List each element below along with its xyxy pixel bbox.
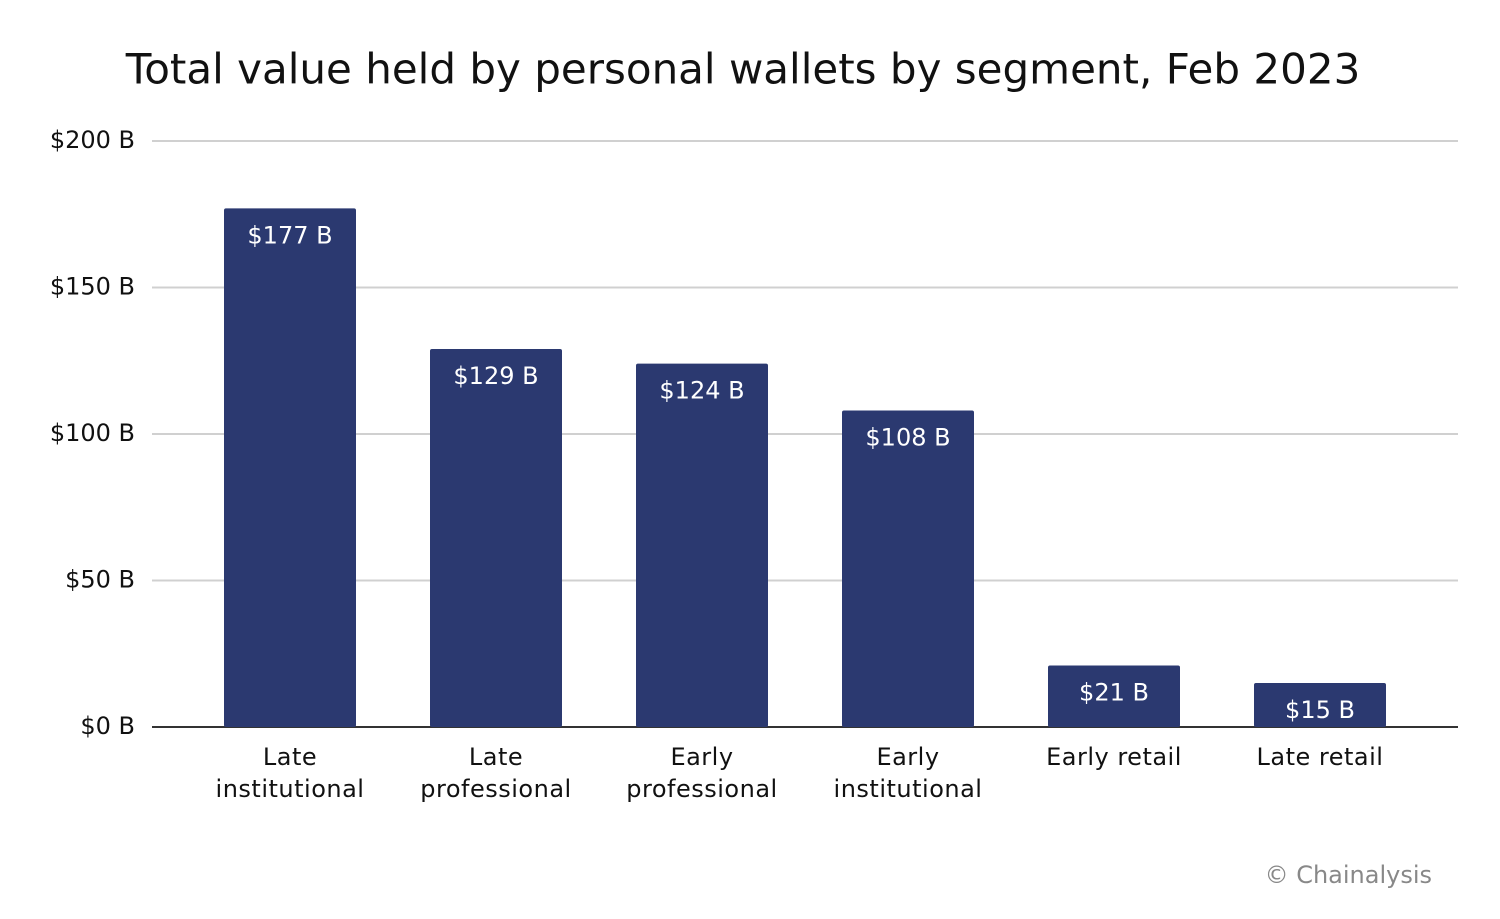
- value-label: $124 B: [659, 377, 744, 405]
- y-tick-label: $100 B: [50, 419, 135, 447]
- value-label: $15 B: [1285, 696, 1355, 724]
- chart-title: Total value held by personal wallets by …: [125, 45, 1361, 94]
- x-tick-label: Early retail: [1046, 743, 1182, 771]
- bar: [1254, 683, 1386, 727]
- x-tick-label: Early professional: [626, 743, 778, 803]
- value-label: $21 B: [1079, 678, 1149, 706]
- bar: [842, 410, 974, 727]
- credit: © Chainalysis: [1265, 861, 1432, 889]
- bar: [430, 349, 562, 727]
- value-label: $108 B: [865, 424, 950, 452]
- value-label: $177 B: [247, 221, 332, 249]
- bar: [636, 363, 768, 727]
- value-label: $129 B: [453, 362, 538, 390]
- y-tick-label: $0 B: [80, 712, 135, 740]
- bar: [1048, 665, 1180, 727]
- x-tick-label: Late institutional: [215, 743, 365, 803]
- x-tick-label: Early institutional: [833, 743, 983, 803]
- y-tick-label: $50 B: [65, 566, 135, 594]
- y-tick-label: $200 B: [50, 126, 135, 154]
- x-tick-label: Late professional: [420, 743, 572, 803]
- y-tick-label: $150 B: [50, 273, 135, 301]
- x-tick-label: Late retail: [1256, 743, 1384, 771]
- bar: [224, 208, 356, 727]
